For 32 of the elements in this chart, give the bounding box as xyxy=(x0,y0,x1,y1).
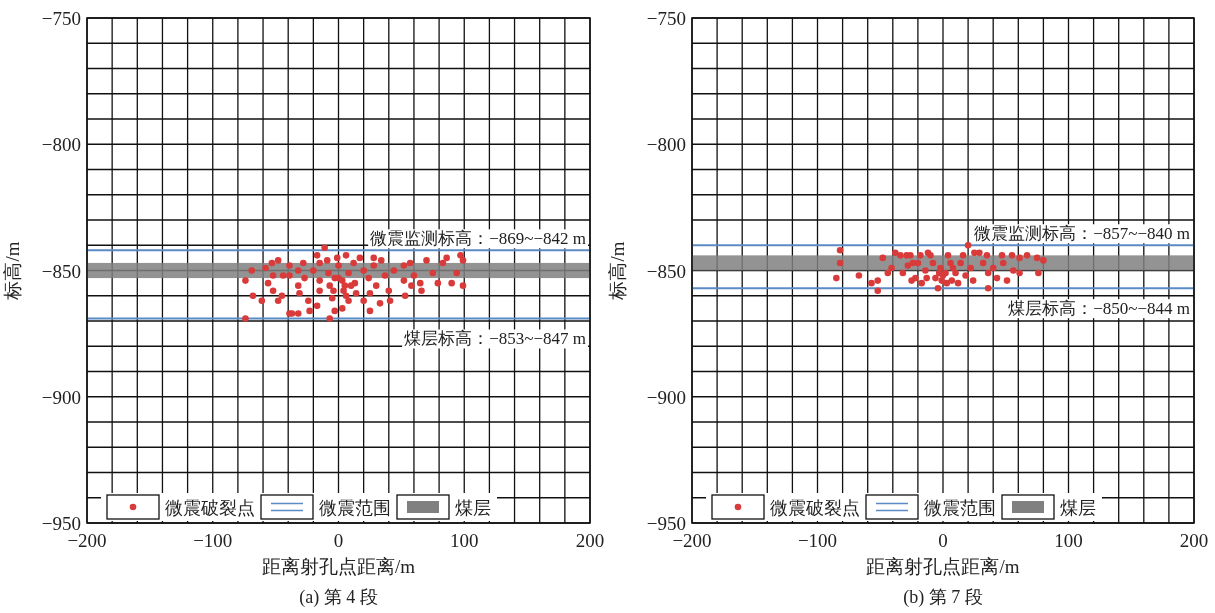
legend-label: 微震范围 xyxy=(924,498,996,518)
legend-label: 微震破裂点 xyxy=(165,498,255,518)
y-tick-label: −800 xyxy=(41,134,81,156)
annotation: 微震监测标高：−869~−842 m xyxy=(370,229,586,249)
x-axis-title: 距离射孔点距离/m xyxy=(261,556,416,577)
y-tick-label: −800 xyxy=(646,134,686,156)
x-tick-label: −100 xyxy=(797,530,838,551)
y-tick-label: −850 xyxy=(646,260,686,282)
x-tick-label: 200 xyxy=(575,530,605,551)
x-tick-label: 200 xyxy=(1179,530,1209,551)
y-tick-label: −750 xyxy=(646,8,686,29)
x-tick-label: −100 xyxy=(193,530,233,551)
x-tick-label: 0 xyxy=(333,530,344,551)
text: (b) 第 7 段 xyxy=(903,587,983,608)
y-tick-label: −900 xyxy=(41,386,81,408)
y-tick-label: −750 xyxy=(41,8,81,29)
x-tick-label: 100 xyxy=(1054,530,1083,551)
text: (a) 第 4 段 xyxy=(299,587,378,608)
annotation: 微震监测标高：−857~−840 m xyxy=(974,224,1190,244)
y-axis-title: 标高/m xyxy=(2,241,23,301)
legend-label: 微震破裂点 xyxy=(770,498,860,518)
legend-label: 煤层 xyxy=(455,498,491,518)
annotation: 煤层标高：−853~−847 m xyxy=(404,329,586,349)
x-axis-title: 距离射孔点距离/m xyxy=(866,556,1020,577)
x-tick-label: 0 xyxy=(938,530,948,551)
legend-label: 微震范围 xyxy=(319,498,391,518)
legend-label: 煤层 xyxy=(1060,498,1096,518)
y-tick-label: −900 xyxy=(646,386,686,408)
x-tick-label: 100 xyxy=(450,530,479,551)
y-axis-title: 标高/m xyxy=(607,241,628,301)
annotation: 煤层标高：−850~−844 m xyxy=(1008,299,1190,319)
y-tick-label: −850 xyxy=(41,260,81,282)
